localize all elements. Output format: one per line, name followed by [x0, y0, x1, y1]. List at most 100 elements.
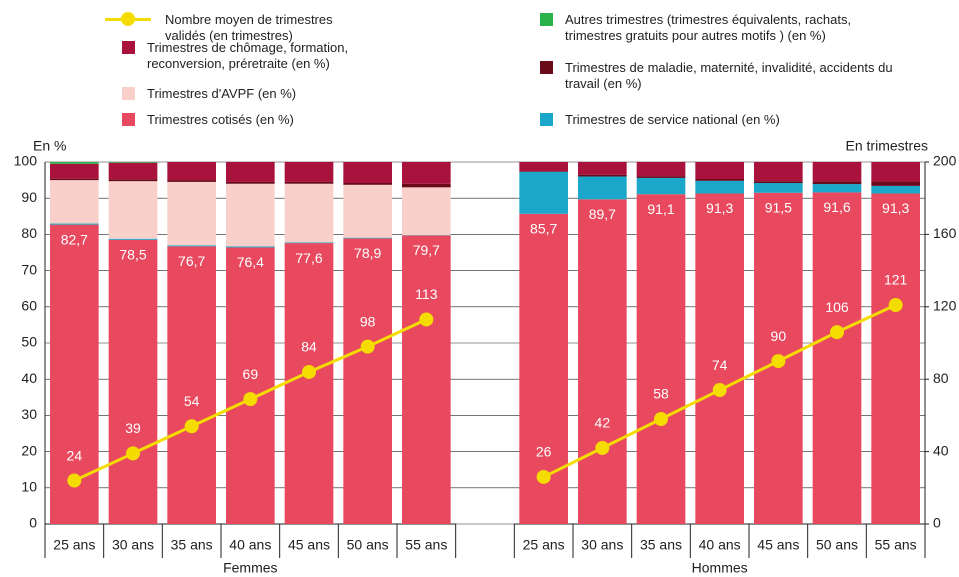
bar-segment — [812, 181, 862, 185]
legend-swatch — [122, 87, 135, 100]
legend-swatch — [540, 13, 553, 26]
legend-label: Trimestres de chômage, formation, reconv… — [147, 40, 349, 71]
bar-segment — [167, 180, 216, 182]
y2-tick-label: 40 — [933, 442, 949, 458]
bar-segment — [578, 162, 627, 175]
bar-segment — [812, 162, 862, 182]
line-point — [419, 312, 434, 327]
bar-segment — [343, 237, 392, 239]
legend-label: Trimestres d'AVPF (en %) — [147, 86, 297, 101]
bar-segment — [167, 245, 216, 247]
bar-value-label: 85,7 — [530, 220, 557, 236]
bar-segment — [871, 193, 920, 524]
bar-value-label: 82,7 — [61, 231, 88, 247]
bar-value-label: 77,6 — [295, 250, 322, 266]
bar-segment — [108, 239, 158, 524]
line-point — [712, 383, 727, 398]
bar-segment — [695, 162, 744, 180]
line-point — [302, 364, 316, 379]
x-tick-label: 50 ans — [347, 537, 389, 553]
y-tick-label: 40 — [21, 370, 37, 386]
bar-segment — [226, 183, 275, 247]
y2-tick-label: 0 — [933, 515, 941, 531]
bar-segment — [284, 243, 334, 524]
group-label: Femmes — [223, 560, 277, 576]
bar-segment — [50, 162, 99, 164]
line-value-label: 106 — [825, 299, 849, 315]
bar-segment — [343, 238, 392, 524]
x-tick-label: 50 ans — [816, 537, 858, 553]
bar-segment — [167, 162, 216, 181]
x-tick-label: 30 ans — [581, 537, 623, 553]
bar-segment — [50, 223, 99, 225]
y-axis-label: En % — [33, 138, 66, 154]
bar-value-label: 76,7 — [178, 253, 205, 269]
bar-segment — [108, 238, 158, 240]
y2-tick-label: 200 — [933, 153, 957, 169]
x-tick-label: 25 ans — [53, 537, 95, 553]
y-tick-label: 60 — [21, 298, 37, 314]
bar-segment — [50, 180, 99, 224]
y-tick-label: 10 — [21, 479, 37, 495]
bar-value-label: 78,9 — [354, 245, 381, 261]
y2-tick-label: 120 — [933, 298, 957, 314]
legend-item: Autres trimestres (trimestres équivalent… — [540, 12, 900, 44]
bar-segment — [636, 177, 686, 195]
bar-value-label: 79,7 — [413, 242, 440, 258]
y-tick-label: 50 — [21, 334, 37, 350]
bar-segment — [578, 199, 627, 524]
bar-segment — [343, 182, 392, 185]
line-point — [67, 473, 82, 488]
bar-segment — [402, 162, 451, 184]
legend-label: Trimestres cotisés (en %) — [147, 112, 294, 127]
y2-tick-label: 160 — [933, 225, 957, 241]
bar-segment — [812, 184, 862, 193]
legend-swatch — [540, 61, 553, 74]
legend-item: Trimestres de chômage, formation, reconv… — [122, 40, 382, 72]
bar-value-label: 91,5 — [765, 199, 792, 215]
y-tick-label: 80 — [21, 225, 37, 241]
legend-label: Trimestres de service national (en %) — [565, 112, 780, 127]
line-value-label: 84 — [301, 339, 317, 355]
legend-label: Nombre moyen de trimestres validés (en t… — [165, 12, 333, 43]
y-tick-label: 70 — [21, 261, 37, 277]
x-tick-label: 40 ans — [699, 537, 741, 553]
line-value-label: 90 — [771, 328, 787, 344]
bar-value-label: 78,5 — [119, 247, 146, 263]
line-point — [243, 392, 258, 407]
bar-segment — [402, 187, 451, 236]
bar-segment — [695, 180, 744, 194]
x-tick-label: 35 ans — [171, 537, 213, 553]
line-point — [184, 419, 199, 434]
y2-axis-label: En trimestres — [846, 138, 928, 154]
line-value-label: 26 — [536, 444, 552, 460]
bar-segment — [754, 182, 803, 193]
bar-value-label: 91,3 — [882, 200, 909, 216]
bar-segment — [108, 181, 158, 239]
line-value-label: 113 — [415, 286, 438, 302]
x-tick-label: 55 ans — [875, 537, 917, 553]
bar-segment — [402, 235, 451, 524]
bar-segment — [519, 171, 568, 214]
line-point — [126, 446, 140, 461]
line-point — [771, 354, 786, 369]
bar-segment — [695, 179, 744, 181]
line-value-label: 69 — [243, 366, 259, 382]
bar-segment — [343, 184, 392, 238]
line-value-label: 98 — [360, 313, 376, 329]
bar-segment — [578, 176, 627, 200]
bar-segment — [284, 181, 334, 184]
bar-segment — [636, 162, 686, 177]
legend-item: Trimestres cotisés (en %) — [122, 112, 382, 128]
y-tick-label: 90 — [21, 189, 37, 205]
group-label: Hommes — [692, 560, 748, 576]
line-value-label: 74 — [712, 357, 728, 373]
legend-swatch — [105, 12, 151, 26]
bar-segment — [226, 162, 275, 182]
bar-segment — [167, 246, 216, 524]
bar-segment — [871, 181, 920, 186]
bar-value-label: 91,3 — [706, 200, 733, 216]
x-tick-label: 45 ans — [288, 537, 330, 553]
bar-segment — [226, 247, 275, 524]
y2-tick-label: 80 — [933, 370, 949, 386]
